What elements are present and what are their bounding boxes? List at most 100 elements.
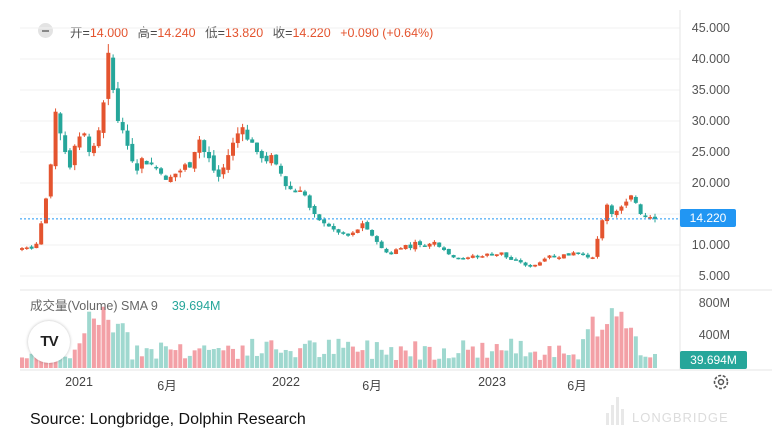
- candle-body: [87, 136, 92, 152]
- volume-bar: [422, 346, 427, 368]
- candle-body: [398, 248, 403, 250]
- volume-bar: [394, 359, 399, 368]
- candle-body: [394, 249, 399, 254]
- candle-body: [360, 223, 365, 229]
- candle-body: [72, 145, 77, 166]
- volume-bar: [197, 348, 202, 368]
- candle-body: [231, 142, 235, 156]
- volume-bar: [547, 346, 552, 368]
- candle-body: [533, 264, 538, 267]
- volume-bar: [322, 353, 327, 368]
- candle-body: [557, 257, 562, 259]
- volume-bar: [302, 343, 307, 368]
- candle-body: [456, 257, 461, 260]
- tradingview-logo[interactable]: TV: [28, 321, 70, 363]
- volume-bar: [120, 323, 125, 368]
- price-tick-label: 20.000: [691, 176, 730, 190]
- volume-bar: [139, 356, 144, 368]
- volume-bar: [254, 355, 259, 368]
- volume-bar: [389, 347, 394, 368]
- volume-legend-label: 成交量(Volume) SMA 9: [30, 299, 158, 313]
- time-tick-label: 6月: [567, 379, 587, 393]
- price-tick-label: 45.000: [691, 21, 730, 35]
- candle-body: [202, 140, 207, 152]
- candle-body: [384, 248, 389, 253]
- volume-bar: [566, 355, 571, 368]
- candle-body: [274, 154, 279, 165]
- time-tick-label: 2023: [478, 375, 506, 389]
- candle-body: [446, 248, 451, 255]
- volume-bar: [370, 358, 375, 368]
- volume-bar: [619, 311, 624, 368]
- volume-bar: [638, 355, 643, 368]
- candle-body: [633, 196, 638, 203]
- candle-body: [422, 245, 427, 247]
- volume-bar: [87, 311, 92, 368]
- candle-body: [302, 191, 307, 196]
- candle-body: [58, 113, 63, 134]
- candle-body: [566, 253, 571, 256]
- settings-gear-icon[interactable]: [712, 373, 730, 391]
- candle-body: [250, 139, 255, 143]
- candle-body: [638, 204, 643, 214]
- volume-bar: [456, 353, 461, 368]
- volume-bar: [418, 359, 423, 368]
- candle-body: [480, 256, 485, 258]
- watermark-bars-icon: [606, 397, 626, 425]
- candle-body: [130, 143, 135, 162]
- candle-body: [485, 253, 490, 256]
- volume-bar: [331, 353, 336, 368]
- candle-body: [571, 252, 576, 256]
- candle-body: [614, 210, 619, 216]
- volume-bar: [528, 352, 533, 368]
- price-tick-label: 5.000: [698, 269, 730, 283]
- candle-body: [39, 223, 44, 245]
- candle-body: [159, 168, 164, 174]
- volume-bar: [605, 324, 610, 368]
- volume-bar: [96, 324, 101, 368]
- candle-body: [389, 252, 394, 255]
- volume-bar: [183, 358, 188, 368]
- candle-body: [207, 152, 212, 159]
- last-price-tag: 14.220: [680, 209, 736, 227]
- price-tick-label: 40.000: [691, 52, 730, 66]
- candle-body: [374, 236, 379, 242]
- volume-bar: [509, 338, 514, 368]
- volume-bar: [379, 349, 384, 368]
- candle-body: [67, 150, 72, 168]
- candle-body: [475, 255, 480, 258]
- volume-bar: [451, 357, 456, 368]
- candle-body: [509, 257, 514, 260]
- candle-body: [542, 258, 547, 262]
- collapse-legend-button[interactable]: [38, 23, 53, 38]
- candle-body: [528, 264, 533, 267]
- volume-bar: [91, 318, 96, 368]
- volume-bar: [317, 357, 322, 368]
- volume-bar: [518, 340, 523, 368]
- price-tick-label: 30.000: [691, 114, 730, 128]
- volume-bar: [106, 319, 111, 368]
- candle-body: [619, 206, 624, 211]
- volume-bar: [149, 349, 154, 368]
- price-tick-label: 10.000: [691, 238, 730, 252]
- volume-bar: [264, 341, 269, 368]
- candle-body: [312, 206, 317, 214]
- volume-bar: [475, 357, 480, 368]
- volume-bar: [278, 352, 283, 368]
- volume-legend-value: 39.694M: [171, 299, 221, 313]
- volume-bar: [111, 332, 116, 368]
- volume-bar: [135, 345, 140, 368]
- last-volume-tag: 39.694M: [680, 351, 747, 369]
- volume-bar: [250, 338, 255, 368]
- candle-body: [82, 133, 87, 136]
- candle-body: [245, 129, 250, 140]
- volume-bar: [101, 306, 106, 368]
- volume-bar: [293, 357, 298, 368]
- candle-body: [537, 262, 542, 266]
- candle-body: [326, 223, 331, 227]
- candle-body: [365, 222, 370, 230]
- candle-body: [432, 241, 437, 245]
- candle-body: [278, 165, 283, 174]
- low-label: 低: [205, 26, 218, 40]
